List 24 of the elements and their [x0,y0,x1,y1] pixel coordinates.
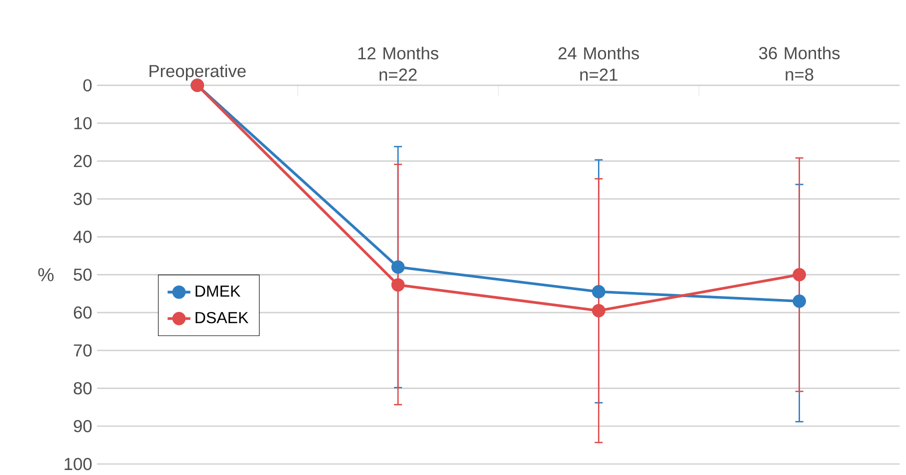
point [792,268,806,282]
y-tick-label: 80 [74,382,92,395]
y-tick-label: 70 [74,344,92,357]
point [391,278,405,292]
point [592,285,606,299]
y-tick-label: 100 [64,458,92,470]
y-tick-label: 40 [73,230,92,244]
x-tick-label: Preoperative [150,64,246,81]
x-tick-label: 36 Months n=8 [759,46,840,81]
point [391,260,405,274]
legend-label: DSAEK [196,312,248,324]
y-tick-label: 30 [74,193,92,206]
point [792,294,806,308]
y-tick-label: 0 [83,79,92,92]
legend-label: DMEK [196,286,240,297]
y-tick-label: 10 [74,117,92,130]
y-tick-label: 20 [74,155,92,168]
y-tick-label: 60 [74,306,92,319]
y-axis-title: % [38,268,54,282]
x-tick-label: 12 Months n=22 [358,46,438,81]
y-tick-label: 50 [74,268,92,282]
x-tick-label: 24 Months n=21 [558,46,639,81]
point [592,304,606,318]
y-tick-label: 90 [74,420,92,432]
